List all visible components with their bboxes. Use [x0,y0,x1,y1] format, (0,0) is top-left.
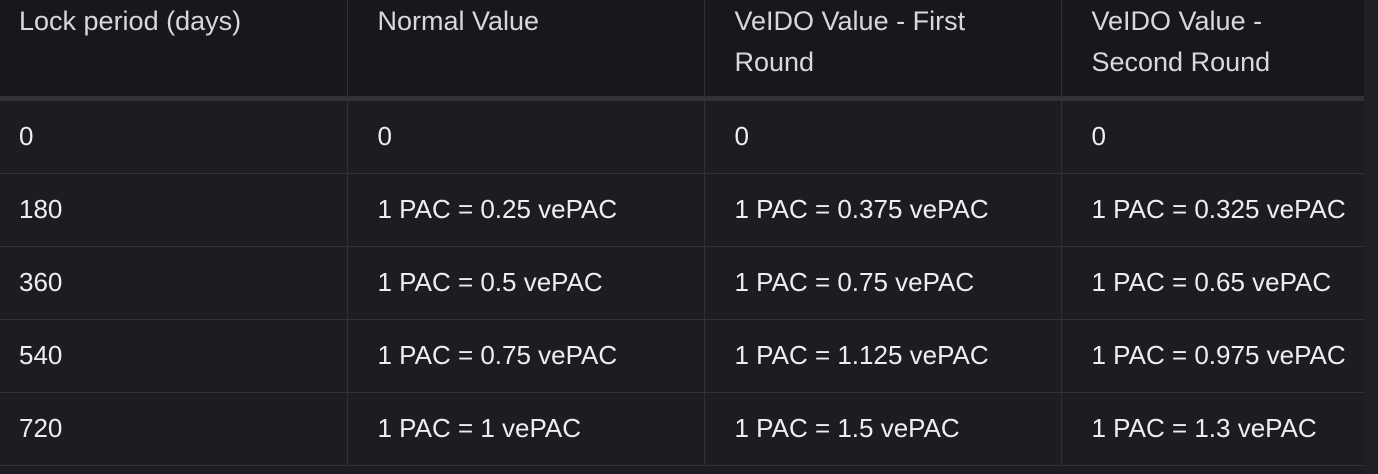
cell-lock-period: 0 [0,98,348,174]
cell-normal-value: 1 PAC = 0.25 vePAC [347,173,705,247]
cell-lock-period: 180 [0,173,348,247]
header-label: Normal Value [377,6,540,36]
cell-veido-first-round: 1 PAC = 0.75 vePAC [704,246,1062,320]
header-veido-first-round: VeIDO Value - First Round [704,0,1062,101]
cell-veido-first-round: 0 [704,98,1062,174]
table-header: Lock period (days) Normal Value VeIDO Va… [0,0,1364,101]
cell-lock-period: 360 [0,246,348,320]
cell-normal-value: 0 [347,98,705,174]
header-label: VeIDO Value - First Round [734,6,966,77]
table-row: 360 1 PAC = 0.5 vePAC 1 PAC = 0.75 vePAC… [0,246,1364,320]
cell-veido-second-round: 0 [1061,98,1364,174]
lock-period-table: Lock period (days) Normal Value VeIDO Va… [0,0,1364,466]
cell-normal-value: 1 PAC = 1 vePAC [347,392,705,466]
cell-veido-second-round: 1 PAC = 0.975 vePAC [1061,319,1364,393]
cell-veido-first-round: 1 PAC = 1.125 vePAC [704,319,1062,393]
cell-veido-first-round: 1 PAC = 0.375 vePAC [704,173,1062,247]
header-row: Lock period (days) Normal Value VeIDO Va… [0,0,1364,101]
scroll-gutter [1364,0,1378,474]
header-label: Lock period (days) [19,6,242,36]
cell-lock-period: 720 [0,392,348,466]
cell-veido-second-round: 1 PAC = 1.3 vePAC [1061,392,1364,466]
header-label: VeIDO Value - Second Round [1091,6,1271,77]
cell-normal-value: 1 PAC = 0.75 vePAC [347,319,705,393]
cell-veido-second-round: 1 PAC = 0.65 vePAC [1061,246,1364,320]
table-row: 540 1 PAC = 0.75 vePAC 1 PAC = 1.125 veP… [0,319,1364,393]
table-row: 180 1 PAC = 0.25 vePAC 1 PAC = 0.375 veP… [0,173,1364,247]
header-veido-second-round: VeIDO Value - Second Round [1061,0,1364,101]
table-row: 720 1 PAC = 1 vePAC 1 PAC = 1.5 vePAC 1 … [0,392,1364,466]
cell-normal-value: 1 PAC = 0.5 vePAC [347,246,705,320]
cell-veido-second-round: 1 PAC = 0.325 vePAC [1061,173,1364,247]
cell-lock-period: 540 [0,319,348,393]
table-body: 0 0 0 0 180 1 PAC = 0.25 vePAC 1 PAC = 0… [0,98,1364,466]
header-lock-period: Lock period (days) [0,0,348,101]
cell-veido-first-round: 1 PAC = 1.5 vePAC [704,392,1062,466]
table-row: 0 0 0 0 [0,98,1364,174]
header-normal-value: Normal Value [347,0,705,101]
